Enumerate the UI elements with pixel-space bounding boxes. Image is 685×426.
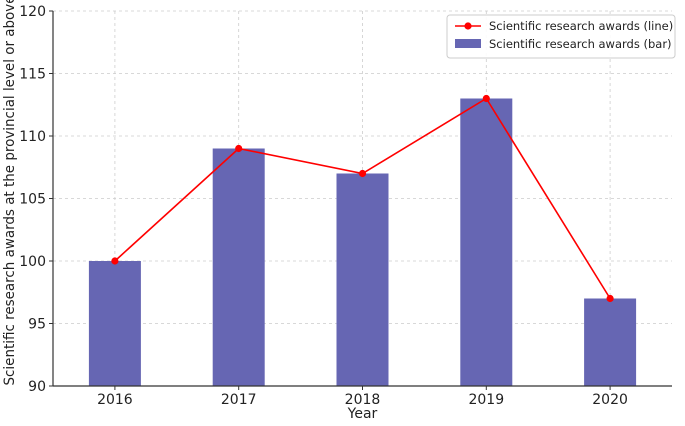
legend-label-bar: Scientific research awards (bar) bbox=[489, 37, 672, 51]
legend-label-line: Scientific research awards (line) bbox=[489, 19, 673, 33]
line-series bbox=[111, 94, 614, 303]
y-tick-label: 120 bbox=[19, 4, 46, 20]
legend-bar-swatch bbox=[455, 39, 481, 48]
x-tick-labels: 2016 2017 2018 2019 2020 bbox=[97, 386, 628, 408]
y-tick-label: 100 bbox=[19, 254, 46, 270]
y-tick-label: 90 bbox=[28, 379, 46, 395]
x-tick-label: 2019 bbox=[468, 392, 504, 408]
y-tick-label: 105 bbox=[19, 192, 46, 208]
x-tick-label: 2020 bbox=[592, 392, 628, 408]
bar-series bbox=[88, 98, 637, 386]
x-tick-label: 2016 bbox=[97, 392, 133, 408]
bar bbox=[584, 298, 637, 386]
x-axis-label: Year bbox=[347, 406, 378, 422]
bar bbox=[212, 148, 265, 386]
y-tick-label: 115 bbox=[19, 67, 46, 83]
line-point bbox=[111, 257, 119, 265]
line-point bbox=[482, 94, 490, 103]
bar bbox=[336, 173, 389, 386]
bar bbox=[460, 98, 513, 386]
y-tick-label: 110 bbox=[19, 129, 46, 145]
legend: Scientific research awards (line) Scient… bbox=[446, 14, 676, 59]
x-tick-label: 2018 bbox=[345, 392, 381, 408]
legend-line-marker bbox=[464, 22, 472, 30]
y-tick-label: 95 bbox=[28, 317, 46, 333]
bar bbox=[88, 261, 141, 386]
line-point bbox=[235, 144, 243, 153]
y-tick-labels: 90 95 100 105 110 115 120 bbox=[19, 4, 53, 395]
x-tick-label: 2017 bbox=[221, 392, 257, 408]
y-axis-label: Scientific research awards at the provin… bbox=[2, 0, 18, 386]
line-point bbox=[358, 169, 367, 178]
line-point bbox=[606, 294, 614, 303]
legend-box bbox=[446, 14, 676, 59]
